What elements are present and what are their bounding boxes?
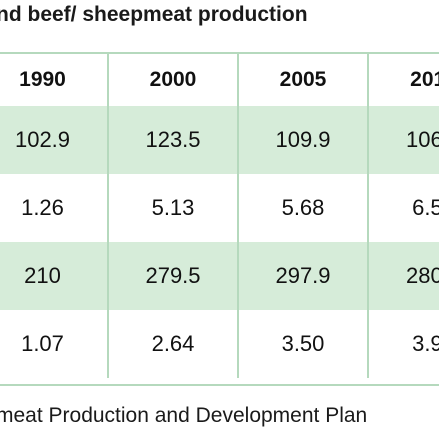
- table-row: 102.9 123.5 109.9 106.3: [0, 106, 439, 174]
- table-cell: 297.9: [237, 242, 368, 310]
- table-cell: 1.26: [21, 195, 64, 220]
- table-cell: 109.9: [237, 106, 368, 174]
- table-cell: 102.9: [0, 106, 108, 174]
- table-cell: 210: [0, 242, 108, 310]
- table-row: 1.26 5.13 5.68 6.53: [0, 174, 439, 242]
- column-header-2000: 2000: [107, 54, 238, 106]
- table-row: 210 279.5 297.9 280.9: [0, 242, 439, 310]
- table-cell: 2.64: [107, 310, 238, 378]
- table-cell: 106.3: [367, 106, 439, 174]
- table-cell: 5.68: [237, 174, 368, 242]
- column-header-1990: 1990: [19, 68, 66, 91]
- table-cell: 280.9: [367, 242, 439, 310]
- table-cell: 279.5: [107, 242, 238, 310]
- table-cell: 1.07: [21, 331, 64, 356]
- column-header-2005: 2005: [237, 54, 368, 106]
- table-cell: 123.5: [107, 106, 238, 174]
- table-cell: 3.50: [237, 310, 368, 378]
- table-cell: 3.99: [367, 310, 439, 378]
- table-row: 1.07 2.64 3.50 3.99: [0, 310, 439, 378]
- source-note: meat Production and Development Plan: [0, 404, 368, 427]
- table-cell: 6.53: [367, 174, 439, 242]
- table-title: nd beef/ sheepmeat production: [0, 3, 308, 26]
- table-cell: 5.13: [107, 174, 238, 242]
